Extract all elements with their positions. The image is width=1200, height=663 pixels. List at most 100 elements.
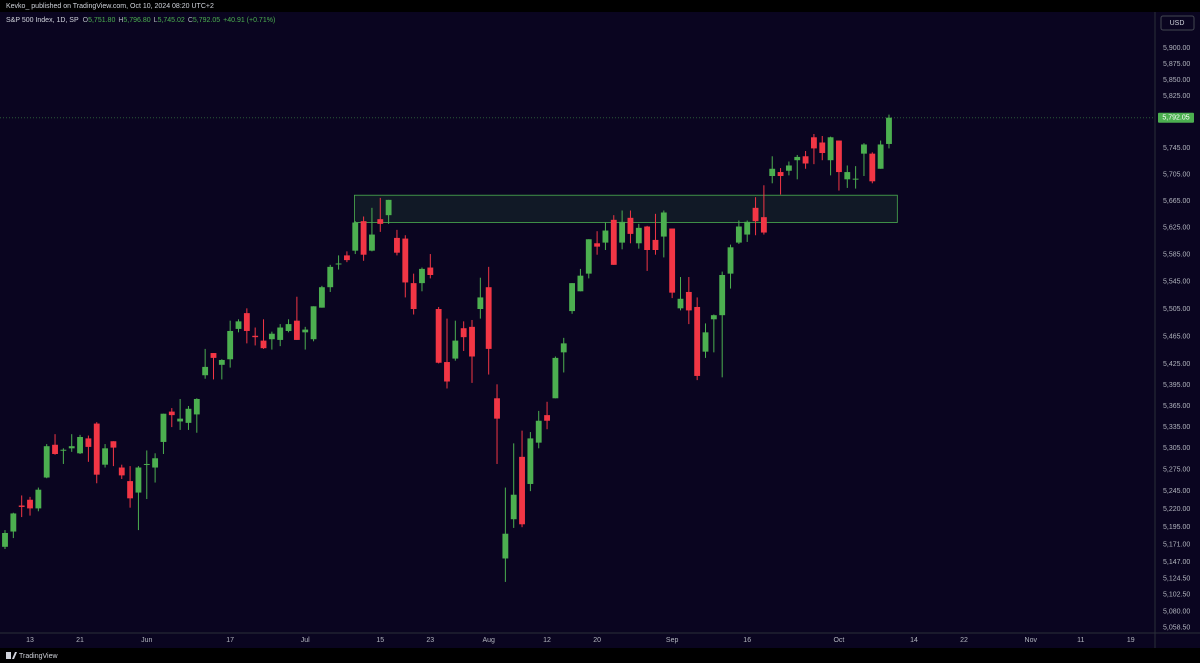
candle-body [293,320,300,340]
y-tick-label: 5,245.00 [1163,488,1190,495]
x-tick-label: 17 [226,637,234,644]
y-tick-label: 5,080.00 [1163,608,1190,615]
x-tick-label: 14 [910,637,918,644]
y-tick-label: 5,365.00 [1163,403,1190,410]
candle-body [811,137,817,149]
legend-key: C [188,17,193,24]
candle-body [168,411,175,416]
candle-body [886,117,892,144]
candle-body [2,532,8,547]
candle-body [102,448,108,465]
y-tick-label: 5,825.00 [1163,93,1190,100]
candle-body [43,446,50,478]
legend-key: O [83,17,89,24]
y-tick-label: 5,425.00 [1163,361,1190,368]
candle-body [552,357,559,399]
candle-body [260,340,267,349]
candle-body [869,153,876,182]
candle-body [660,212,667,237]
candle-body [160,413,167,442]
x-tick-label: 15 [376,637,384,644]
candle-body [735,226,742,243]
candle-body [118,467,125,476]
candle-body [544,415,550,421]
y-tick-label: 5,745.00 [1163,145,1190,152]
candle-body [394,237,400,253]
candle-body [469,326,475,357]
candle-body [785,165,792,171]
published-line: Kevko_ published on TradingView.com, Oct… [6,3,214,10]
currency-button[interactable] [1160,15,1195,31]
candle-body [535,420,542,443]
y-tick-label: 5,900.00 [1163,45,1190,52]
candle-body [610,219,617,265]
candle-body [369,234,375,251]
zone [354,194,898,223]
y-tick-label: 5,305.00 [1163,445,1190,452]
candle-body [419,268,425,284]
price-badge [1158,112,1194,123]
candle-body [385,199,392,216]
currency-label[interactable]: USD [1170,20,1185,27]
x-tick-label: 21 [76,637,84,644]
y-tick-label: 5,545.00 [1163,279,1190,286]
candle-body [569,283,575,312]
legend: S&P 500 Index, 1D, SP O5,751.80 H5,796.80 L… [6,17,275,24]
candle-body [218,359,225,365]
candle-body [235,321,242,329]
candle-body [277,327,284,340]
x-tick-label: 12 [543,637,551,644]
candle-body [402,238,409,283]
candle-body [27,499,33,509]
candle-body [644,226,651,251]
candle-body [844,172,851,180]
candle-body [710,315,717,320]
candle-body [719,274,726,316]
candle-body [819,142,826,153]
legend-value: 5,751.80 [88,17,115,24]
x-tick-label: Aug [482,637,495,644]
candle-body [802,156,809,164]
x-tick-label: Jun [141,637,152,644]
candle-body [494,398,500,419]
candle-body [594,243,601,247]
x-tick-label: Oct [833,637,844,644]
candle-body [227,330,234,360]
x-tick-label: 16 [743,637,751,644]
y-tick-label: 5,147.00 [1163,559,1190,566]
candle-body [110,441,117,448]
candle-body [10,513,17,532]
y-tick-label: 5,625.00 [1163,225,1190,232]
price-badge-label: 5,792.05 [1162,115,1189,122]
candle-body [527,438,534,484]
candle-body [635,227,642,244]
candle-body [444,362,450,382]
candle-body [285,324,292,331]
x-tick-label: 19 [1127,637,1135,644]
candle-body [318,287,325,308]
legend-change: +40.91 (+0.71%) [223,17,275,24]
candle-body [193,398,200,415]
candle-body [243,313,250,331]
candle-body [502,533,509,559]
candle-body [727,247,734,274]
x-tick-label: 20 [593,637,601,644]
y-tick-label: 5,102.50 [1163,592,1190,599]
y-tick-label: 5,335.00 [1163,424,1190,431]
candle-body [202,366,209,376]
candle-body [485,287,492,349]
legend-value: 5,796.80 [123,17,150,24]
candle-body [577,275,584,292]
y-tick-label: 5,124.50 [1163,575,1190,582]
candle-body [677,298,684,309]
candle-body [352,222,359,251]
candle-body [435,309,442,363]
candle-body [310,306,317,340]
candle-body [460,328,467,338]
candle-body [685,291,692,311]
candle-body [627,217,634,234]
candle-body [877,144,884,169]
candle-body [510,494,517,520]
